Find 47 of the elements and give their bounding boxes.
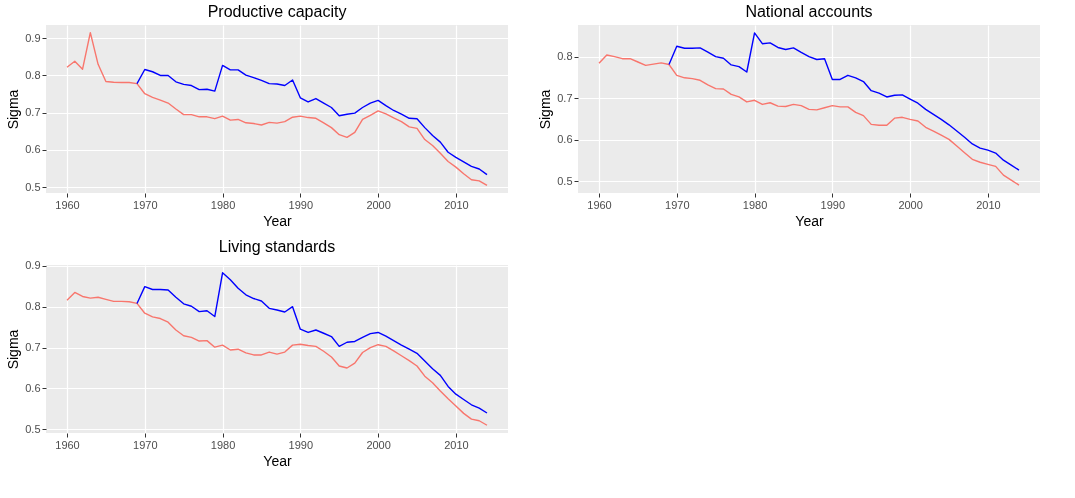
chart-title: Productive capacity xyxy=(207,3,347,20)
y-tick-label: 0.8 xyxy=(557,50,573,63)
line-series xyxy=(66,291,488,426)
y-tick-label: 0.7 xyxy=(557,91,573,104)
x-tick-label: 1970 xyxy=(133,198,158,211)
x-tick-label: 2000 xyxy=(898,198,923,211)
x-axis-title: Year xyxy=(263,212,292,229)
y-tick-label: 0.8 xyxy=(25,300,41,313)
x-tick-label: 2000 xyxy=(366,198,391,211)
x-tick-label: 1990 xyxy=(820,198,846,211)
x-tick-label: 1980 xyxy=(210,438,236,451)
x-axis-title: Year xyxy=(263,452,292,469)
y-tick-label: 0.5 xyxy=(25,422,41,435)
line-series xyxy=(598,54,1020,186)
x-axis-title: Year xyxy=(795,212,824,229)
y-axis-title: Sigma xyxy=(5,89,22,130)
x-tick-label: 1970 xyxy=(133,438,158,451)
y-tick-label: 0.5 xyxy=(25,180,41,193)
y-axis-title: Sigma xyxy=(5,329,22,370)
y-tick-label: 0.6 xyxy=(25,381,41,394)
line-series xyxy=(66,31,488,187)
chart-title: National accounts xyxy=(745,3,873,20)
y-tick-label: 0.7 xyxy=(25,106,41,119)
line-series xyxy=(668,32,1020,171)
x-tick-label: 1980 xyxy=(742,198,768,211)
y-tick-label: 0.6 xyxy=(25,143,41,156)
y-tick-label: 0.6 xyxy=(557,133,573,146)
x-tick-label: 1980 xyxy=(210,198,236,211)
x-tick-label: 2010 xyxy=(976,198,1001,211)
x-tick-label: 2000 xyxy=(366,438,391,451)
x-tick-label: 2010 xyxy=(444,198,469,211)
x-tick-label: 1990 xyxy=(288,198,314,211)
line-series xyxy=(136,64,488,176)
y-tick-label: 0.9 xyxy=(25,31,41,44)
y-tick-label: 0.5 xyxy=(557,174,573,187)
y-tick-label: 0.8 xyxy=(25,68,41,81)
x-tick-label: 1960 xyxy=(587,198,612,211)
x-tick-label: 1990 xyxy=(288,438,314,451)
line-series xyxy=(136,272,488,414)
chart-title: Living standards xyxy=(218,237,336,255)
x-tick-label: 2010 xyxy=(444,438,469,451)
y-axis-title: Sigma xyxy=(537,89,554,130)
x-tick-label: 1960 xyxy=(55,438,80,451)
x-tick-label: 1960 xyxy=(55,198,80,211)
y-tick-label: 0.7 xyxy=(25,341,41,354)
x-tick-label: 1970 xyxy=(665,198,690,211)
y-tick-label: 0.9 xyxy=(25,259,41,272)
